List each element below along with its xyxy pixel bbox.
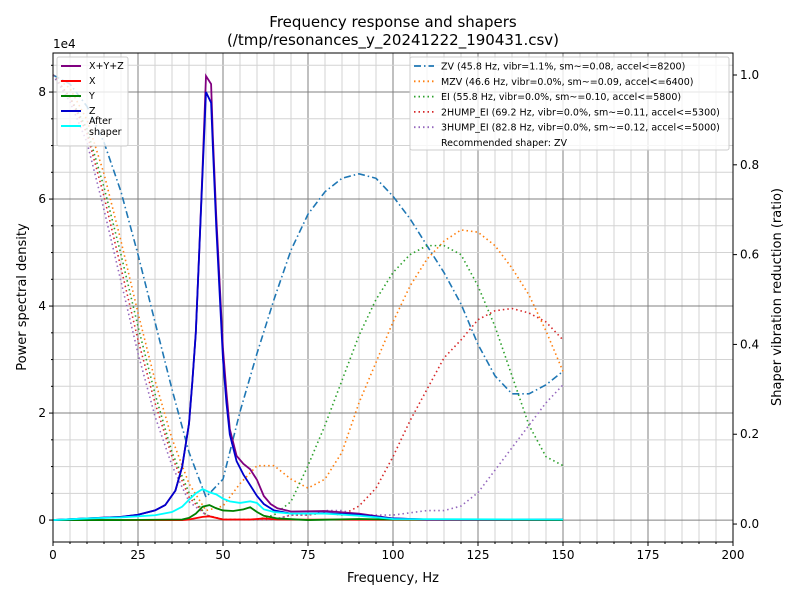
- x-tick-label: 75: [300, 548, 315, 562]
- legend-label: 3HUMP_EI (82.8 Hz, vibr=0.0%, sm~=0.12, …: [441, 123, 720, 134]
- legend-shapers: ZV (45.8 Hz, vibr=1.1%, sm~=0.08, accel<…: [409, 56, 730, 151]
- psd-line: [52, 488, 564, 521]
- y-tick-label: 8: [38, 85, 46, 99]
- ticks: 0 25 50 75 100 125 150 175 200 0 2 4 6 8 0.0 0.2 0.4 0.6 0…: [38, 64, 759, 562]
- y-right-tick-label: 1.0: [740, 68, 759, 82]
- y-right-tick-label: 0.6: [740, 248, 759, 262]
- y-right-tick-label: 0.8: [740, 158, 759, 172]
- legend-label: 2HUMP_EI (69.2 Hz, vibr=0.0%, sm~=0.11, …: [441, 107, 720, 118]
- x-tick-label: 50: [215, 548, 230, 562]
- y-right-tick-label: 0.2: [740, 427, 759, 441]
- chart-subtitle: (/tmp/resonances_y_20241222_190431.csv): [227, 31, 559, 50]
- y-tick-label: 4: [38, 299, 46, 313]
- y-right-tick-label: 0.4: [740, 337, 759, 351]
- x-tick-label: 150: [552, 548, 575, 562]
- legend-label: MZV (46.6 Hz, vibr=0.0%, sm~=0.09, accel…: [441, 77, 693, 88]
- legend-label: After shaper: [89, 116, 122, 138]
- legend-label: EI (55.8 Hz, vibr=0.0%, sm~=0.10, accel<…: [441, 92, 681, 103]
- y-axis-right-label: Shaper vibration reduction (ratio): [770, 188, 785, 406]
- x-tick-label: 0: [49, 548, 57, 562]
- legend-box: [56, 56, 129, 147]
- y-tick-label: 0: [38, 513, 46, 527]
- shaper-line: [52, 74, 564, 521]
- legend-label: X: [89, 76, 96, 87]
- y-right-tick-label: 0.0: [740, 517, 759, 531]
- y-tick-label: 2: [38, 406, 46, 420]
- legend-label: ZV (45.8 Hz, vibr=1.1%, sm~=0.08, accel<…: [441, 62, 685, 73]
- legend-label: X+Y+Z: [89, 61, 124, 72]
- recommended-shaper: Recommended shaper: ZV: [441, 138, 567, 149]
- shaper-line: [52, 74, 564, 512]
- grid: [52, 53, 734, 542]
- legend-label: Y: [88, 91, 95, 102]
- y-axis-label: Power spectral density: [15, 223, 30, 371]
- x-tick-label: 200: [722, 548, 745, 562]
- shaper-line: [52, 74, 564, 521]
- x-tick-label: 25: [130, 548, 145, 562]
- legend-box: [409, 56, 730, 151]
- x-tick-label: 175: [637, 548, 660, 562]
- x-tick-label: 125: [467, 548, 490, 562]
- y-offset-label: 1e4: [53, 37, 76, 51]
- y-tick-label: 6: [38, 192, 46, 206]
- chart-title: Frequency response and shapers: [269, 13, 517, 31]
- legend-label: Z: [89, 106, 96, 117]
- series-lines: [52, 73, 564, 521]
- psd-line: [53, 515, 564, 521]
- shaper-line: [52, 74, 564, 499]
- x-tick-label: 100: [382, 548, 405, 562]
- plot-frame: [52, 52, 734, 543]
- psd-line: [53, 504, 564, 521]
- x-axis-label: Frequency, Hz: [347, 571, 439, 586]
